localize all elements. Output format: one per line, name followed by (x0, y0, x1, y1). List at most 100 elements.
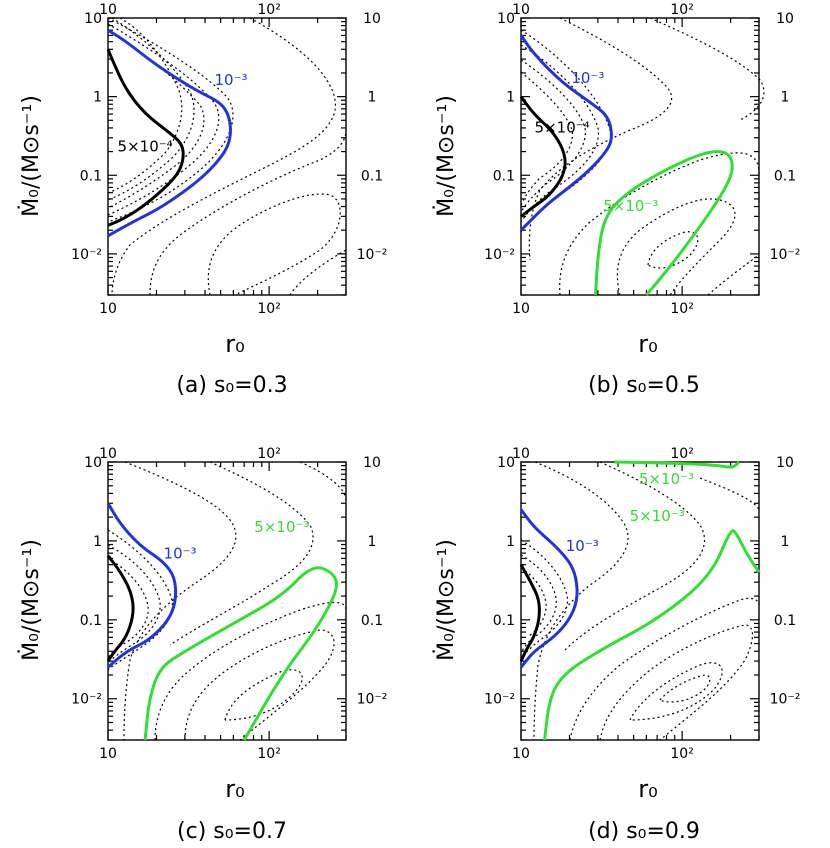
x-tick-label-bottom: 10 (512, 301, 530, 317)
panel-c-frame (107, 461, 347, 741)
panel-c-caption: (c) s₀=0.7 (177, 819, 287, 844)
x-tick-label-top: 10 (512, 2, 530, 18)
panel-a-labeled-contours (106, 28, 232, 238)
panel-c-labeled-contours (106, 502, 338, 741)
y-tick-label-left: 0.1 (493, 168, 515, 184)
contour-label: 5×10⁻⁴ (118, 138, 173, 156)
y-tick-label-right: 10⁻² (357, 692, 388, 708)
x-tick-label-bottom: 10² (257, 746, 280, 762)
panel-b-ylabel: Ṁ₀/(M⊙s⁻¹) (433, 95, 459, 217)
x-tick-label-top: 10 (99, 446, 117, 462)
y-tick-label-left: 1 (93, 534, 102, 550)
contour-line (107, 28, 232, 238)
x-tick-label-bottom: 10² (670, 301, 693, 317)
x-tick-label-top: 10 (99, 2, 117, 18)
panel-b-tick-marks (520, 17, 760, 296)
panel-b-labeled-contours (519, 34, 734, 296)
panel-a-tick-labels: 10 10² 10 10² 10 1 0.1 10⁻² 10 1 0.1 10⁻² (71, 2, 387, 317)
x-tick-label-bottom: 10 (99, 301, 117, 317)
contour-label: 5×10⁻³ (639, 470, 694, 488)
y-tick-label-right: 1 (781, 90, 790, 106)
y-tick-label-right: 10⁻² (770, 247, 801, 263)
panel-d-tick-labels: 10 10² 10 10² 10 1 0.1 10⁻² 10 1 0.1 10⁻² (484, 446, 800, 762)
y-tick-label-left: 0.1 (493, 613, 515, 629)
contour-line (543, 529, 761, 741)
contour-line (106, 502, 178, 669)
y-tick-label-left: 1 (506, 534, 515, 550)
y-tick-label-left: 10⁻² (71, 247, 102, 263)
x-tick-label-bottom: 10² (257, 301, 280, 317)
y-tick-label-right: 10 (776, 455, 794, 471)
contour-line (594, 150, 734, 296)
y-tick-label-right: 0.1 (774, 613, 796, 629)
y-tick-label-left: 10 (84, 11, 102, 27)
panel-c-xlabel: r₀ (225, 775, 245, 803)
panel-c-tick-labels: 10 10² 10 10² 10 1 0.1 10⁻² 10 1 0.1 10⁻² (71, 446, 387, 762)
panel-d-contour-labels: 10⁻³ 5×10⁻³ 5×10⁻³ (566, 470, 694, 555)
x-tick-label-top: 10² (257, 446, 280, 462)
contour-label: 10⁻³ (566, 537, 599, 555)
y-tick-label-left: 10⁻² (484, 692, 515, 708)
contour-label: 5×10⁻⁴ (535, 118, 590, 136)
contour-line (106, 48, 185, 227)
y-tick-label-right: 0.1 (774, 168, 796, 184)
contour-label: 10⁻³ (214, 71, 247, 89)
contour-line (614, 460, 741, 469)
panel-a-contour-labels: 10⁻³ 5×10⁻⁴ (118, 71, 248, 155)
contour-line (519, 34, 613, 232)
y-tick-label-left: 1 (93, 90, 102, 106)
contour-label: 5×10⁻³ (603, 197, 658, 215)
contour-line (519, 563, 541, 662)
panel-b-caption: (b) s₀=0.5 (588, 373, 700, 398)
panel-b-dotted-contours (520, 17, 765, 296)
panel-c-ylabel: Ṁ₀/(M⊙s⁻¹) (18, 539, 44, 661)
y-tick-label-left: 1 (506, 90, 515, 106)
contour-line (106, 554, 135, 662)
panel-d-labeled-contours (519, 460, 761, 741)
x-tick-label-top: 10² (257, 2, 280, 18)
panel-d-caption: (d) s₀=0.9 (588, 819, 700, 844)
panel-b-contour-labels: 10⁻³ 5×10⁻⁴ 5×10⁻³ (535, 69, 659, 215)
y-tick-label-left: 10⁻² (71, 692, 102, 708)
y-tick-label-right: 10 (776, 11, 794, 27)
x-tick-label-top: 10² (670, 2, 693, 18)
x-tick-label-bottom: 10² (670, 746, 693, 762)
y-tick-label-left: 10 (497, 11, 515, 27)
panel-d-dotted-contours (520, 461, 760, 741)
panel-c-dotted-contours (107, 461, 347, 741)
contour-label: 5×10⁻³ (254, 518, 309, 536)
panel-a-ylabel: Ṁ₀/(M⊙s⁻¹) (18, 95, 44, 217)
y-tick-label-right: 1 (368, 90, 377, 106)
x-tick-label-top: 10² (670, 446, 693, 462)
y-tick-label-left: 10 (497, 455, 515, 471)
panel-b-frame (520, 17, 760, 296)
contour-label: 10⁻³ (164, 544, 197, 562)
panel-c: 10⁻³ 5×10⁻³ 10 10² 10 10² 10 1 0.1 10⁻² 10 1 0.1 10⁻… (18, 446, 387, 844)
y-tick-label-right: 0.1 (361, 613, 383, 629)
contour-label: 5×10⁻³ (630, 507, 685, 525)
x-tick-label-top: 10 (512, 446, 530, 462)
contour-label: 10⁻³ (571, 69, 604, 87)
y-tick-label-left: 0.1 (80, 613, 102, 629)
y-tick-label-right: 10 (363, 455, 381, 471)
y-tick-label-left: 10 (84, 455, 102, 471)
y-tick-label-left: 10⁻² (484, 247, 515, 263)
y-tick-label-right: 1 (781, 534, 790, 550)
panel-c-contour-labels: 10⁻³ 5×10⁻³ (164, 518, 310, 562)
panel-b-tick-labels: 10 10² 10 10² 10 1 0.1 10⁻² 10 1 0.1 10⁻² (484, 2, 800, 317)
panel-d: 10⁻³ 5×10⁻³ 5×10⁻³ 10 10² 10 10² 10 1 0.1 10⁻² 10 1… (433, 446, 800, 844)
panel-a-xlabel: r₀ (225, 330, 245, 358)
panel-d-ylabel: Ṁ₀/(M⊙s⁻¹) (433, 539, 459, 661)
x-tick-label-bottom: 10 (512, 746, 530, 762)
panel-a: 10⁻³ 5×10⁻⁴ 10 10² 10 10² 10 1 0.1 10⁻² 10 1 0.1 10⁻… (18, 2, 387, 398)
y-tick-label-left: 0.1 (80, 168, 102, 184)
y-tick-label-right: 10 (363, 11, 381, 27)
contour-line (519, 95, 567, 218)
panel-a-tick-marks (107, 17, 347, 296)
y-tick-label-right: 10⁻² (357, 247, 388, 263)
panel-d-xlabel: r₀ (638, 775, 658, 803)
contour-line (143, 566, 338, 741)
y-tick-label-right: 0.1 (361, 168, 383, 184)
